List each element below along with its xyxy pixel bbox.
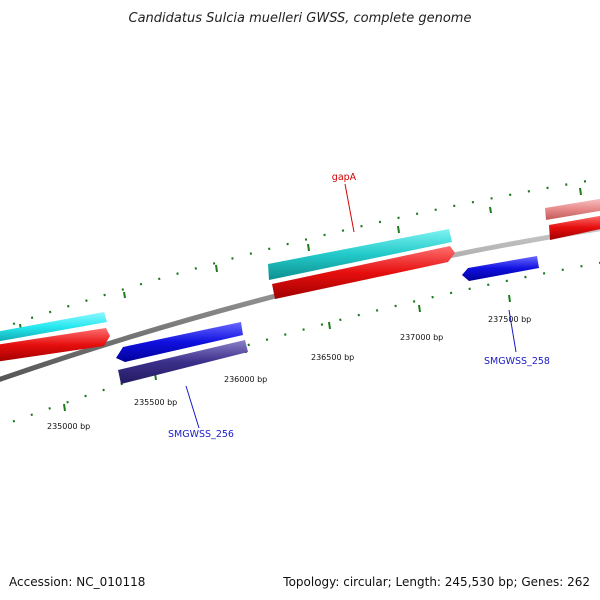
outer-major-ticks [19, 187, 582, 331]
major-tick [489, 206, 492, 214]
major-tick [579, 187, 582, 196]
features-smgwss258 [462, 256, 539, 281]
smgwss256-label-line [185, 385, 200, 429]
tick-label: 237500 bp [488, 315, 531, 324]
cds-feature-gapA [268, 229, 452, 280]
cds-feature-red-left [0, 328, 110, 362]
tick-label: 235500 bp [134, 398, 177, 407]
smgwss258-label-line [508, 309, 517, 353]
features-middle-left [116, 322, 248, 384]
features-gapA [268, 229, 455, 299]
cds-feature-pink-right [545, 198, 600, 220]
cds-feature-smgwss256 [118, 340, 248, 384]
major-tick [418, 304, 421, 313]
major-tick [508, 294, 511, 303]
gapA-label-line [344, 183, 355, 233]
map-title: Candidatus Sulcia muelleri GWSS, complet… [129, 11, 472, 26]
major-tick [215, 264, 218, 273]
accession-text: Accession: NC_010118 [9, 575, 145, 589]
tick-labels: 235000 bp 235500 bp 236000 bp 236500 bp … [47, 315, 531, 431]
cds-feature-red-right [549, 215, 600, 240]
major-tick [123, 291, 126, 299]
major-tick [307, 243, 310, 252]
cds-feature-smgwss256-top [116, 322, 243, 362]
major-tick [63, 403, 66, 412]
gene-label-smgwss256[interactable]: SMGWSS_256 [168, 429, 234, 440]
tick-label: 236000 bp [224, 375, 267, 384]
tick-label: 235000 bp [47, 422, 90, 431]
cds-feature-red-middle [272, 246, 455, 299]
cds-feature-cyan-left [0, 312, 107, 342]
features-right [545, 198, 600, 240]
genome-summary-text: Topology: circular; Length: 245,530 bp; … [282, 575, 590, 589]
major-tick [328, 321, 331, 330]
cds-feature-smgwss258 [462, 256, 539, 281]
tick-label: 236500 bp [311, 353, 354, 362]
gene-label-smgwss258[interactable]: SMGWSS_258 [484, 356, 550, 367]
outer-tick-ring [0, 177, 600, 330]
features-left [0, 312, 110, 362]
tick-label: 237000 bp [400, 333, 443, 342]
major-tick [397, 225, 400, 234]
gene-label-gapA[interactable]: gapA [332, 172, 357, 183]
